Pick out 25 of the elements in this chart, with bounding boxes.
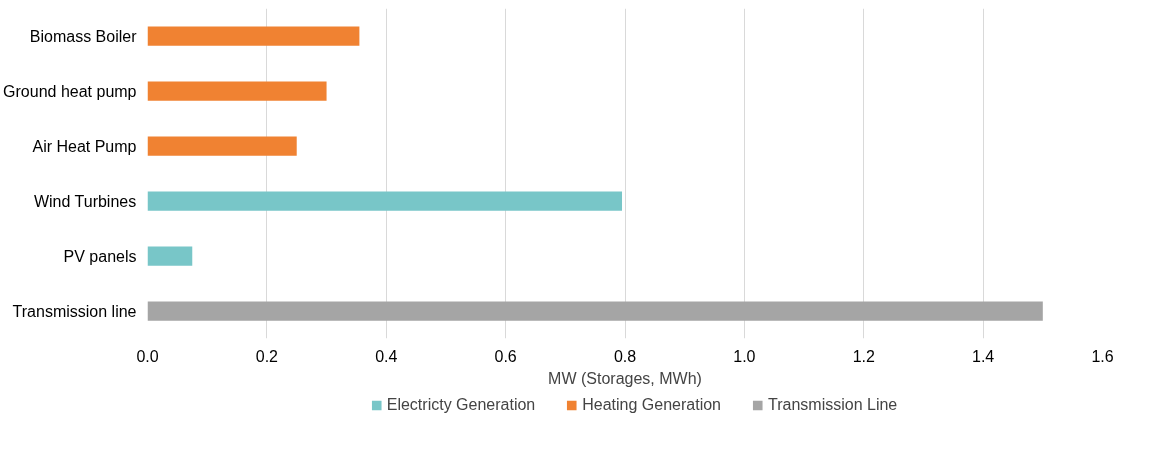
y-tick-label: Transmission line [12,302,137,320]
x-axis-title: MW (Storages, MWh) [548,369,702,387]
y-tick-label: PV panels [63,247,137,265]
bar [147,26,360,46]
legend-label: Electricty Generation [386,396,536,414]
legend-label: Transmission Line [768,396,898,414]
bar [147,81,327,101]
y-tick-label: Biomass Boiler [29,27,138,45]
y-tick-label: Ground heat pump [3,82,137,100]
x-tick-label: 0.8 [613,347,637,365]
x-tick-label: 0.4 [375,347,398,365]
x-tick-label: 0.0 [136,347,159,365]
x-tick-label: 1.2 [852,347,875,365]
bar [147,246,193,266]
y-tick-label: Wind Turbines [33,192,137,210]
x-tick-label: 0.6 [494,347,517,365]
y-tick-label: Air Heat Pump [32,137,137,155]
x-tick-label: 1.6 [1091,347,1114,365]
bar [147,136,297,156]
legend-label: Heating Generation [582,396,722,414]
bar [147,191,623,211]
x-tick-label: 0.2 [255,347,279,365]
x-tick-label: 1.4 [972,347,995,365]
x-tick-label: 1.0 [733,347,756,365]
bar [147,301,1043,321]
